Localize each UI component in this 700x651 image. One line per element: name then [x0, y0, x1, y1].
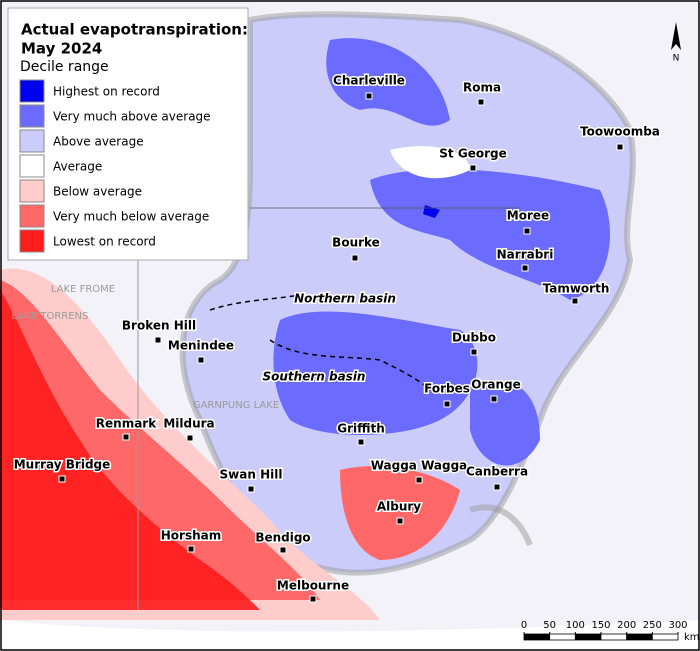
town-marker	[521, 264, 529, 272]
town-label: Tamworth	[543, 282, 610, 296]
town-marker	[470, 348, 478, 356]
town-label: Canberra	[466, 465, 528, 479]
scale-unit: km	[684, 632, 700, 643]
legend-swatch	[19, 104, 45, 128]
town-label: Melbourne	[277, 579, 349, 593]
legend-swatch	[19, 229, 45, 253]
town-label: St George	[439, 147, 506, 161]
scale-segment	[626, 633, 653, 641]
town-label: Albury	[377, 500, 421, 514]
town-marker	[571, 297, 579, 305]
scale-label: 100	[566, 620, 585, 631]
town-label: Bendigo	[255, 531, 310, 545]
town-label: Mildura	[163, 417, 214, 431]
town-marker	[396, 517, 404, 525]
town-marker	[154, 336, 162, 344]
legend-label: Lowest on record	[53, 235, 156, 249]
town-marker	[351, 254, 359, 262]
scale-label: 200	[617, 620, 636, 631]
scale-label: 150	[591, 620, 610, 631]
town-marker	[122, 433, 130, 441]
north-arrow	[671, 22, 681, 50]
legend-title: Actual evapotranspiration:	[21, 21, 248, 39]
region-label: Northern basin	[294, 292, 396, 306]
town-label: Narrabri	[497, 248, 554, 262]
scale-label: 300	[668, 620, 687, 631]
town-label: Dubbo	[452, 331, 496, 345]
town-label: Swan Hill	[220, 468, 283, 482]
town-marker	[357, 438, 365, 446]
town-marker	[279, 546, 287, 554]
lake-label: LAKE FROME	[51, 284, 115, 295]
region-label: Southern basin	[263, 370, 366, 384]
legend-label: Very much below average	[53, 210, 209, 224]
town-label: Horsham	[161, 529, 222, 543]
town-marker	[523, 227, 531, 235]
town-label: Toowoomba	[580, 125, 660, 139]
town-label: Forbes	[424, 382, 470, 396]
town-label: Griffith	[337, 422, 385, 436]
legend-swatch	[19, 129, 45, 153]
legend-swatch	[19, 154, 45, 178]
scale-segment	[523, 633, 551, 641]
town-label: Moree	[507, 209, 549, 223]
legend-label: Highest on record	[53, 85, 160, 99]
town-marker	[415, 476, 423, 484]
scale-segment	[600, 633, 628, 641]
legend-box	[7, 7, 249, 261]
north-label: N	[673, 54, 680, 64]
scale-label: 50	[543, 620, 556, 631]
labels: Northern basin Southern basin LAKE FROME…	[12, 22, 681, 411]
legend-label: Below average	[53, 185, 142, 199]
town-label: Bourke	[332, 236, 380, 250]
town-label: Charleville	[333, 74, 405, 88]
town-marker	[493, 483, 501, 491]
town-marker	[247, 485, 255, 493]
legend-swatch	[19, 79, 45, 103]
town-marker	[616, 143, 624, 151]
town-marker	[58, 475, 66, 483]
town-label: Menindee	[168, 339, 234, 353]
legend-label: Above average	[53, 135, 144, 149]
town-label: Orange	[471, 378, 521, 392]
town-marker	[187, 545, 195, 553]
legend-swatch	[19, 204, 45, 228]
scale-label: 250	[643, 620, 662, 631]
lake-label: LAKE TORRENS	[12, 311, 89, 322]
legend-swatch	[19, 179, 45, 203]
town-marker	[469, 164, 477, 172]
town-marker	[365, 92, 373, 100]
town-marker	[490, 395, 498, 403]
town-label: Roma	[463, 81, 501, 95]
town-label: Murray Bridge	[14, 458, 111, 472]
town-label: Renmark	[96, 417, 157, 431]
scale-segment	[651, 633, 679, 641]
town-marker	[477, 98, 485, 106]
lake-label: GARNPUNG LAKE	[193, 400, 279, 411]
town-label: Wagga Wagga	[371, 459, 468, 473]
town-marker	[186, 434, 194, 442]
legend-label: Very much above average	[53, 110, 211, 124]
town-marker	[443, 400, 451, 408]
scale-segment	[574, 633, 602, 641]
legend: Actual evapotranspiration: May 2024 Deci…	[7, 7, 249, 261]
legend-title: May 2024	[21, 40, 102, 58]
scale-segment	[549, 633, 576, 641]
town-marker	[197, 356, 205, 364]
legend-label: Average	[53, 160, 102, 174]
legend-subtitle: Decile range	[20, 59, 109, 75]
scale-label: 0	[521, 620, 527, 631]
town-label: Broken Hill	[122, 319, 196, 333]
town-marker	[309, 595, 317, 603]
